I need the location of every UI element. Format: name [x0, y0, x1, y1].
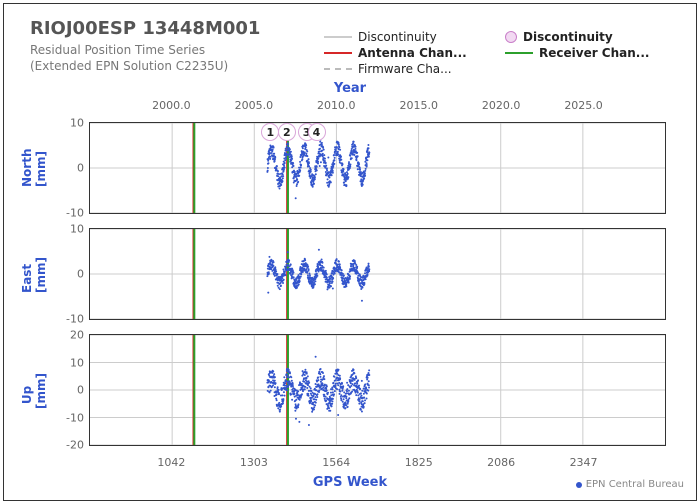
panel-up: -20-1001020 [89, 334, 666, 446]
legend-swatch [505, 31, 517, 43]
discontinuity-marker: 1 [261, 123, 279, 141]
x-bottom-tick: 2347 [570, 456, 598, 469]
legend-label: Discontinuity [523, 30, 613, 44]
legend-item: Discontinuity [324, 30, 485, 44]
x-bottom-tick: 1303 [240, 456, 268, 469]
legend-item: Discontinuity [505, 30, 666, 44]
y-tick: 0 [77, 268, 90, 281]
subtitle-line-1: Residual Position Time Series [30, 42, 228, 58]
y-tick: 20 [70, 329, 90, 342]
legend-swatch [324, 36, 352, 38]
x-top-tick: 2020.0 [482, 99, 521, 112]
y-tick: 0 [77, 384, 90, 397]
y-tick: 10 [70, 223, 90, 236]
x-top-tick: 2010.0 [317, 99, 356, 112]
y-axis-label-north: North [mm] [20, 159, 48, 187]
y-tick: -10 [66, 207, 90, 220]
x-bottom-tick: 1825 [405, 456, 433, 469]
legend-item: Firmware Cha... [324, 62, 485, 76]
x-axis-top-ticks: 2000.0 2005.0 2010.0 2015.0 2020.0 2025.0 [4, 99, 696, 113]
y-tick: 10 [70, 117, 90, 130]
chart-frame: RIOJ00ESP 13448M001 Residual Position Ti… [3, 3, 697, 501]
legend-label: Firmware Cha... [358, 62, 452, 76]
panel-east: -10010 [89, 228, 666, 320]
x-axis-bottom-ticks: 1042 1303 1564 1825 2086 2347 [4, 456, 696, 470]
x-top-tick: 2005.0 [235, 99, 274, 112]
y-tick: -10 [66, 411, 90, 424]
legend-item: Antenna Chan... [324, 46, 485, 60]
legend-item: Receiver Chan... [505, 46, 666, 60]
x-top-tick: 2015.0 [399, 99, 438, 112]
legend-label: Antenna Chan... [358, 46, 467, 60]
y-tick: -20 [66, 439, 90, 452]
legend-swatch [505, 52, 533, 54]
legend-label: Discontinuity [358, 30, 437, 44]
subtitle: Residual Position Time Series (Extended … [30, 42, 228, 74]
legend-label: Receiver Chan... [539, 46, 649, 60]
legend-swatch [324, 68, 352, 70]
discontinuity-marker: 2 [278, 123, 296, 141]
discontinuity-marker: 4 [308, 123, 326, 141]
x-top-tick: 2000.0 [152, 99, 191, 112]
x-top-tick: 2025.0 [564, 99, 603, 112]
y-axis-label-east: East [mm] [20, 265, 48, 293]
page-title: RIOJ00ESP 13448M001 [30, 18, 260, 39]
y-tick: -10 [66, 313, 90, 326]
x-bottom-tick: 1564 [322, 456, 350, 469]
x-bottom-tick: 1042 [157, 456, 185, 469]
x-bottom-tick: 2086 [487, 456, 515, 469]
footer-marker-icon [576, 482, 582, 488]
y-tick: 10 [70, 356, 90, 369]
footer-credit: EPN Central Bureau [576, 479, 684, 490]
subtitle-line-2: (Extended EPN Solution C2235U) [30, 58, 228, 74]
y-axis-label-up: Up [mm] [20, 381, 48, 409]
legend: Discontinuity Discontinuity Antenna Chan..… [324, 30, 666, 76]
legend-swatch [324, 52, 352, 54]
footer-label: EPN Central Bureau [586, 479, 684, 490]
panel-north: -10010 [89, 122, 666, 214]
y-tick: 0 [77, 162, 90, 175]
x-axis-top-title: Year [4, 81, 696, 96]
